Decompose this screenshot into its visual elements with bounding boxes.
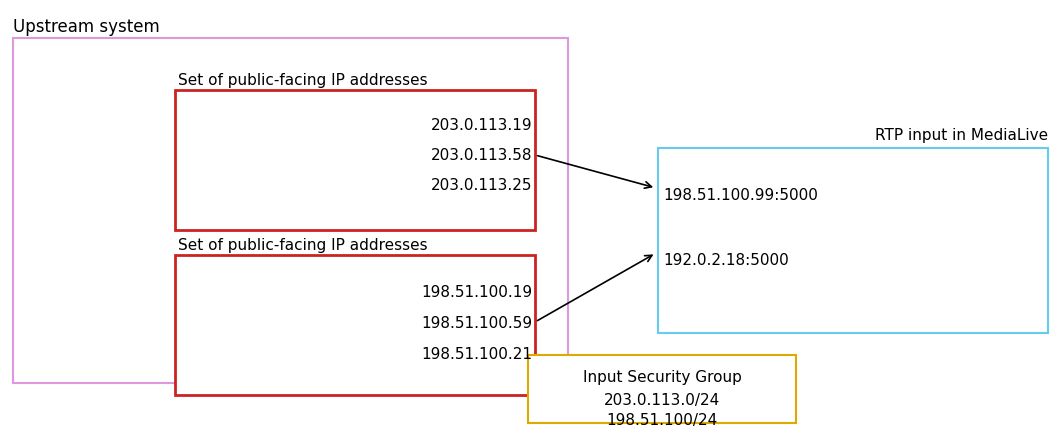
Text: 203.0.113.25: 203.0.113.25 [430, 178, 532, 193]
Text: 198.51.100/24: 198.51.100/24 [606, 413, 718, 428]
Bar [658, 148, 1048, 333]
Text: 198.51.100.21: 198.51.100.21 [421, 347, 532, 362]
Text: 203.0.113.58: 203.0.113.58 [430, 148, 532, 163]
Bar [175, 255, 535, 395]
Text: 203.0.113.0/24: 203.0.113.0/24 [604, 393, 720, 408]
Bar [528, 355, 796, 423]
Text: 198.51.100.19: 198.51.100.19 [421, 285, 532, 300]
Text: 198.51.100.59: 198.51.100.59 [421, 316, 532, 331]
Text: Input Security Group: Input Security Group [583, 370, 741, 385]
Text: RTP input in MediaLive: RTP input in MediaLive [875, 128, 1048, 143]
Bar [13, 38, 568, 383]
Text: Set of public-facing IP addresses: Set of public-facing IP addresses [178, 73, 428, 88]
Text: Upstream system: Upstream system [13, 18, 159, 36]
Bar [175, 90, 535, 230]
Text: 203.0.113.19: 203.0.113.19 [430, 118, 532, 133]
Text: 198.51.100.99:5000: 198.51.100.99:5000 [663, 188, 818, 203]
Text: Set of public-facing IP addresses: Set of public-facing IP addresses [178, 238, 428, 253]
Text: 192.0.2.18:5000: 192.0.2.18:5000 [663, 253, 789, 268]
